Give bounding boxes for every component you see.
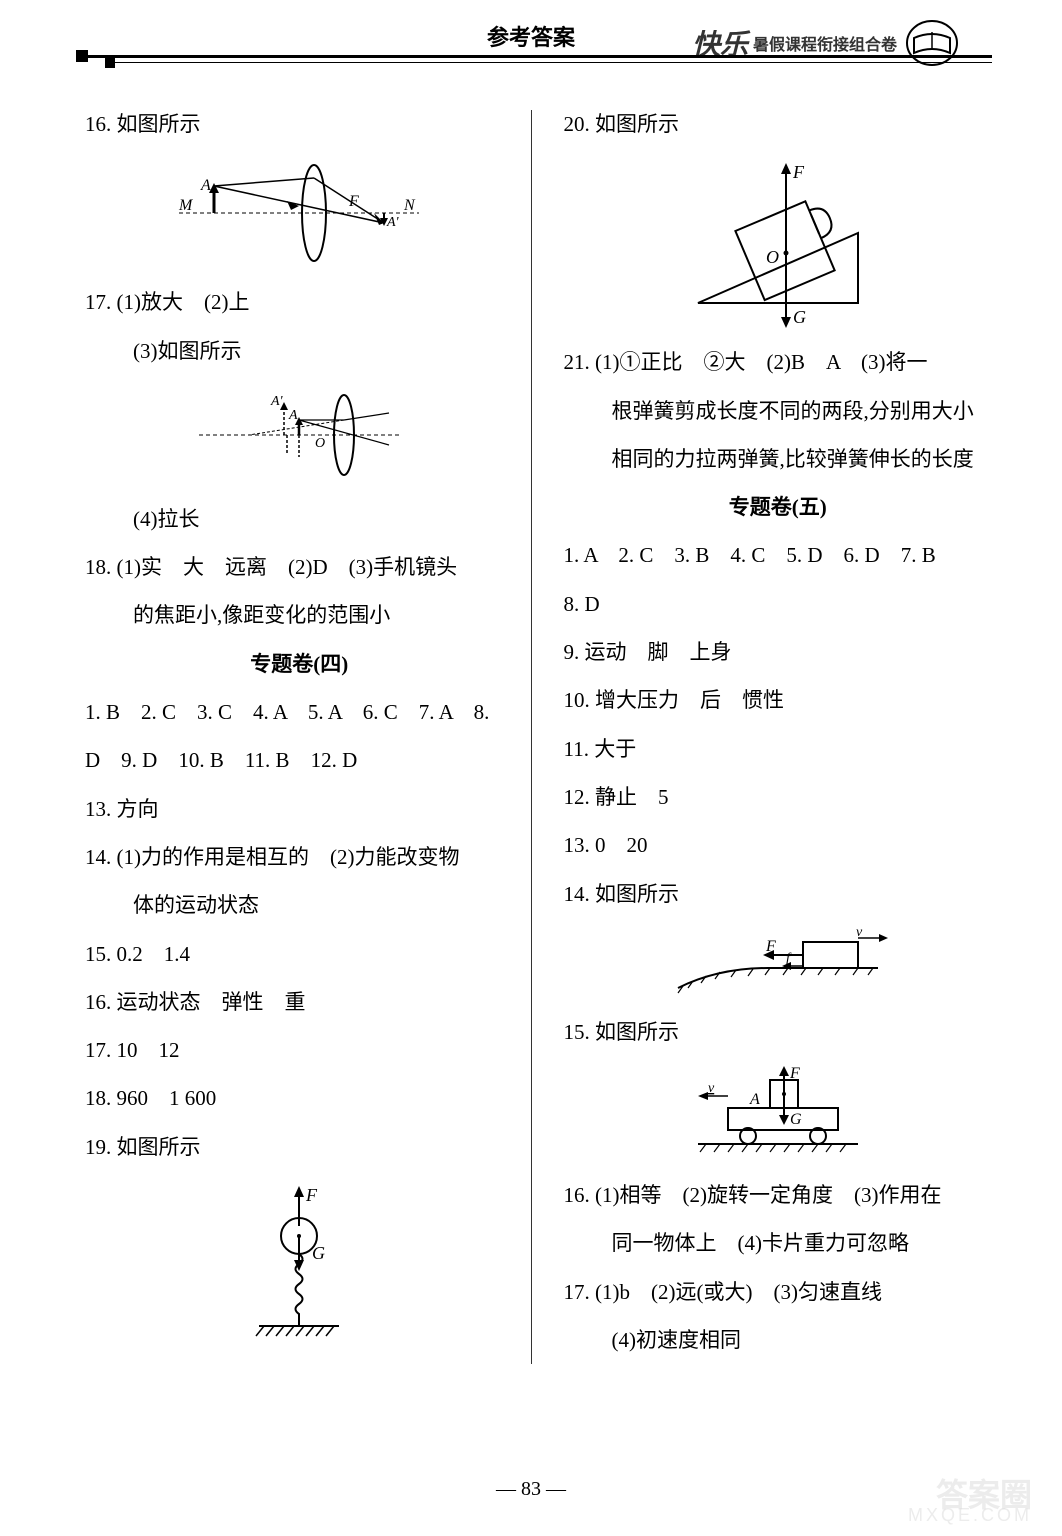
svg-text:O: O xyxy=(766,247,779,267)
answer-line: (3)如图所示 xyxy=(85,327,514,375)
answer-line: 15. 0.2 1.4 xyxy=(85,930,514,978)
answer-line: 体的运动状态 xyxy=(85,881,514,929)
answer-line: 15. 如图所示 xyxy=(564,1008,993,1056)
incline-figure: F O G xyxy=(564,158,993,328)
answer-line: 16. 如图所示 xyxy=(85,100,514,148)
svg-text:A: A xyxy=(200,177,211,194)
svg-text:M: M xyxy=(178,197,194,214)
svg-text:G: G xyxy=(312,1243,325,1263)
answer-line: 18. 960 1 600 xyxy=(85,1074,514,1122)
svg-text:F: F xyxy=(765,938,776,955)
header-dot-2 xyxy=(105,58,115,68)
header-subtitle: 暑假课程衔接组合卷 xyxy=(753,31,897,55)
header-dot xyxy=(76,50,88,62)
header-rule-thick xyxy=(80,55,992,58)
answer-line: 19. 如图所示 xyxy=(85,1123,514,1171)
answer-line: 9. 运动 脚 上身 xyxy=(564,628,993,676)
answer-line: 的焦距小,像距变化的范围小 xyxy=(85,591,514,639)
answer-line: (4)初速度相同 xyxy=(564,1316,993,1364)
left-column: 16. 如图所示 M A F A' N 17. (1)放大 ( xyxy=(85,100,539,1364)
answer-line: (4)拉长 xyxy=(85,495,514,543)
svg-text:A': A' xyxy=(386,215,400,230)
answer-line: 8. D xyxy=(564,580,993,628)
svg-text:A': A' xyxy=(270,394,284,409)
svg-text:A: A xyxy=(288,408,298,423)
answer-line: 13. 0 20 xyxy=(564,821,993,869)
answer-line: 14. (1)力的作用是相互的 (2)力能改变物 xyxy=(85,833,514,881)
svg-text:N: N xyxy=(403,197,416,214)
page-header: 参考答案 快乐 暑假课程衔接组合卷 xyxy=(0,0,1062,80)
answer-line: 20. 如图所示 xyxy=(564,100,993,148)
column-divider xyxy=(531,110,532,1364)
book-icon xyxy=(902,18,962,68)
answer-line: 16. 运动状态 弹性 重 xyxy=(85,978,514,1026)
watermark-url: MXQE.COM xyxy=(908,1505,1032,1526)
answer-line: 11. 大于 xyxy=(564,725,993,773)
header-rule-thin xyxy=(110,62,992,63)
cart-figure: F G A v xyxy=(564,1066,993,1161)
page-number: — 83 — xyxy=(0,1478,1062,1501)
svg-text:A: A xyxy=(749,1091,760,1108)
answer-line: 10. 增大压力 后 惯性 xyxy=(564,676,993,724)
answer-line: 同一物体上 (4)卡片重力可忽略 xyxy=(564,1219,993,1267)
svg-text:v: v xyxy=(856,928,863,940)
svg-text:F: F xyxy=(789,1066,800,1082)
answer-line: 12. 静止 5 xyxy=(564,773,993,821)
svg-text:F: F xyxy=(348,193,359,210)
header-brand-wrap: 快乐 暑假课程衔接组合卷 xyxy=(692,18,962,68)
svg-text:O: O xyxy=(315,436,325,451)
svg-text:F: F xyxy=(305,1185,318,1205)
svg-text:f: f xyxy=(786,951,792,966)
lens-figure-2: A' A O xyxy=(85,385,514,485)
svg-text:G: G xyxy=(790,1111,802,1128)
answer-line: 21. (1)①正比 ②大 (2)B A (3)将一 xyxy=(564,338,993,386)
answer-line: 根弹簧剪成长度不同的两段,分别用大小 xyxy=(564,387,993,435)
answer-line: 17. (1)b (2)远(或大) (3)匀速直线 xyxy=(564,1268,993,1316)
answer-line: 相同的力拉两弹簧,比较弹簧伸长的长度 xyxy=(564,435,993,483)
answer-line: 14. 如图所示 xyxy=(564,870,993,918)
answer-line: 1. A 2. C 3. B 4. C 5. D 6. D 7. B xyxy=(564,531,993,579)
header-title: 参考答案 xyxy=(487,20,575,52)
answer-line: 17. 10 12 xyxy=(85,1026,514,1074)
answer-line: 16. (1)相等 (2)旋转一定角度 (3)作用在 xyxy=(564,1171,993,1219)
answer-line: 13. 方向 xyxy=(85,785,514,833)
section-title-4: 专题卷(四) xyxy=(85,640,514,688)
lens-figure-1: M A F A' N xyxy=(85,158,514,268)
spring-figure: F G xyxy=(85,1181,514,1351)
svg-text:v: v xyxy=(708,1081,715,1096)
section-title-5: 专题卷(五) xyxy=(564,483,993,531)
svg-text:F: F xyxy=(792,162,805,182)
right-column: 20. 如图所示 F O G 21. (1)①正比 ②大 (2)B A (3)将… xyxy=(539,100,993,1364)
answer-line: 18. (1)实 大 远离 (2)D (3)手机镜头 xyxy=(85,543,514,591)
answer-line: D 9. D 10. B 11. B 12. D xyxy=(85,736,514,784)
answer-line: 1. B 2. C 3. C 4. A 5. A 6. C 7. A 8. xyxy=(85,688,514,736)
svg-text:G: G xyxy=(793,307,806,327)
friction-figure: F f v xyxy=(564,928,993,998)
answer-line: 17. (1)放大 (2)上 xyxy=(85,278,514,326)
content: 16. 如图所示 M A F A' N 17. (1)放大 ( xyxy=(0,80,1062,1374)
